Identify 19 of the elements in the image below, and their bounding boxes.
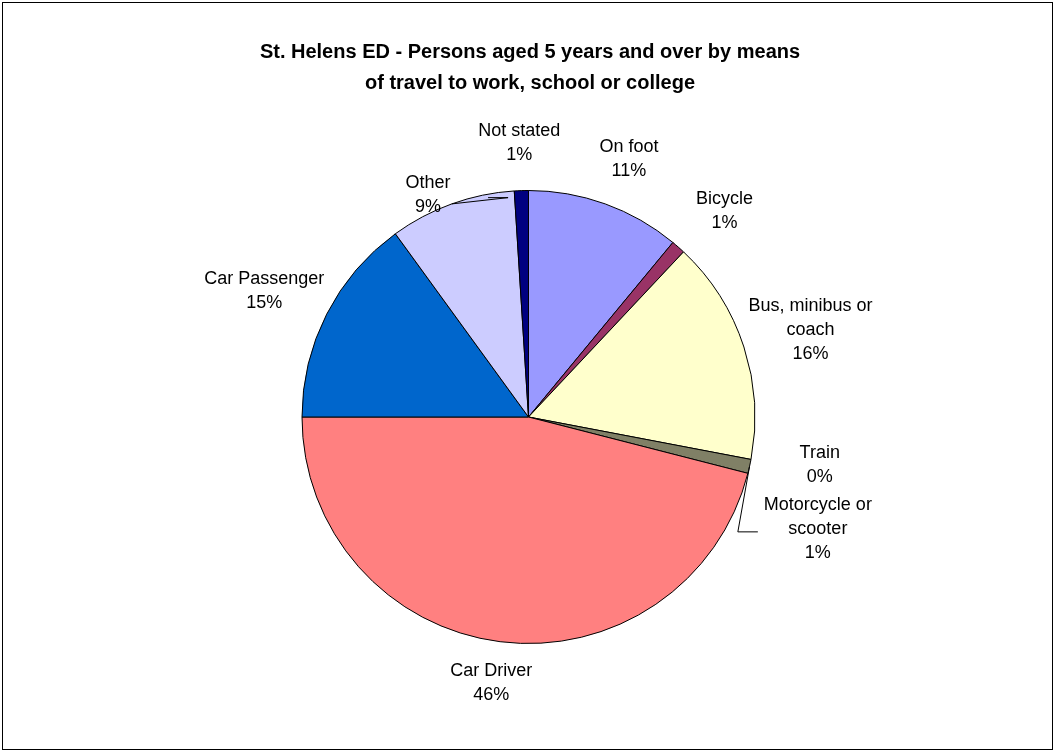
data-label: 1%	[711, 211, 738, 232]
data-label: 16%	[792, 343, 829, 364]
category-label: Train	[799, 441, 840, 462]
chart-title: St. Helens ED - Persons aged 5 years and over by means of travel to work, school or college	[258, 39, 802, 95]
slice-label: Not stated	[478, 119, 561, 140]
slice-label: Car Passenger	[204, 267, 325, 288]
slice-label: Bus, minibus or coach	[748, 295, 873, 340]
data-label: 15%	[246, 291, 283, 312]
slice-label: Other	[405, 171, 451, 192]
text: 0%	[806, 465, 833, 486]
data-label: 1%	[506, 143, 533, 164]
data-label: 9%	[415, 195, 442, 216]
slice-label: On foot	[599, 135, 659, 156]
data-label: 11%	[611, 159, 647, 180]
slice-label: Car Driver	[450, 660, 533, 681]
data-label: 1%	[804, 541, 831, 562]
slice-label: Motorcycle or scooter	[763, 493, 872, 538]
slice-label: Bicycle	[696, 187, 754, 208]
data-label: 46%	[473, 684, 510, 705]
